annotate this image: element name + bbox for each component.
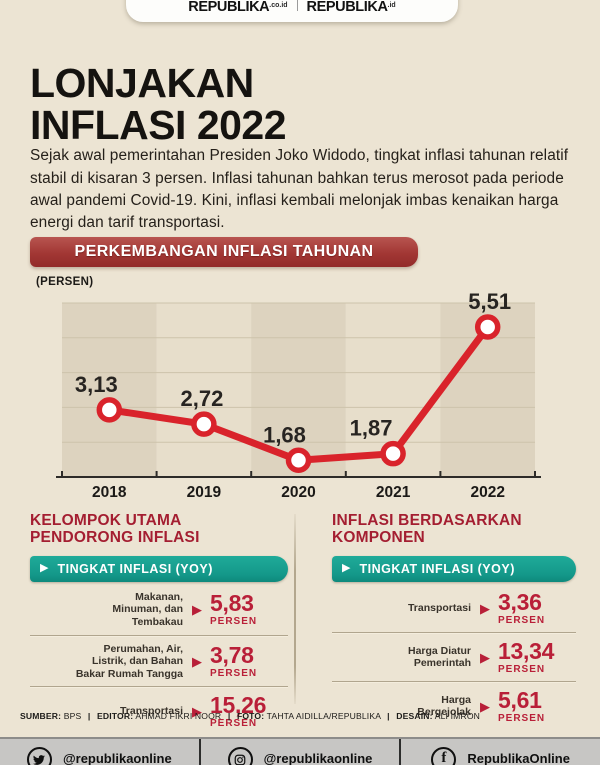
right-yoy-banner: ▶ TINGKAT INFLASI (YOY) — [332, 555, 576, 582]
stat-label: Transportasi — [119, 705, 183, 718]
stat-value: 15,26 — [210, 692, 267, 719]
stat-row: Perumahan, Air, Listrik, dan Bahan Bakar… — [30, 634, 288, 687]
left-panel-rows: Makanan, Minuman, dan Tembakau ▶ 5,83 PE… — [30, 584, 288, 736]
chart-unit-label: (PERSEN) — [36, 276, 94, 288]
credit-label: EDITOR: — [97, 711, 134, 721]
stat-label: Harga Bergejolak — [417, 693, 471, 719]
instagram-handle-item: @republikaonline — [198, 739, 400, 765]
credit-value: AHMAD FIKRI NOOR — [135, 711, 222, 721]
logo-left-name: REPUBLIKA — [188, 0, 270, 15]
chart-section-banner: PERKEMBANGAN INFLASI TAHUNAN — [30, 237, 418, 267]
inflation-line-chart: 3,13 2018 2,72 2019 1,68 2020 1,87 2021 5,51 2022 — [56, 289, 541, 501]
svg-text:2018: 2018 — [92, 484, 127, 501]
stat-unit: PERSEN — [210, 718, 258, 730]
logo-right-name: REPUBLIKA — [306, 0, 388, 15]
credit-label: DESAIN: — [396, 711, 433, 721]
stat-value: 3,78 — [210, 641, 254, 668]
svg-text:1,87: 1,87 — [350, 416, 393, 441]
credit-value: TAHTA AIDILLA/REPUBLIKA — [266, 711, 381, 721]
stat-value-block: 3,36 PERSEN — [498, 588, 576, 626]
credit-separator: | — [387, 711, 390, 721]
stat-unit: PERSEN — [210, 667, 258, 679]
stat-row: Transportasi ▶ 3,36 PERSEN — [332, 584, 576, 632]
credit-value: BPS — [63, 711, 82, 721]
right-panel-heading: INFLASI BERDASARKAN KOMPONEN — [332, 512, 522, 547]
stat-value: 3,36 — [498, 588, 542, 615]
credit-label: FOTO: — [236, 711, 265, 721]
logo-right-suffix: .id — [387, 2, 396, 9]
play-arrow-icon: ▶ — [192, 653, 202, 669]
instagram-icon — [227, 747, 253, 765]
svg-text:2021: 2021 — [376, 484, 411, 501]
panel-by-component: INFLASI BERDASARKAN KOMPONEN ▶ TINGKAT I… — [332, 512, 576, 730]
play-arrow-icon: ▶ — [342, 562, 351, 575]
twitter-handle-item: @republikaonline — [0, 739, 199, 765]
stat-label: Transportasi — [407, 601, 471, 614]
stat-value: 13,34 — [498, 637, 555, 664]
svg-text:1,68: 1,68 — [263, 422, 306, 447]
social-footer-bar: @republikaonline @republikaonline f Repu… — [0, 737, 600, 765]
stat-value: 5,61 — [498, 686, 542, 713]
credit-label: SUMBER: — [20, 711, 62, 721]
play-arrow-icon: ▶ — [40, 562, 49, 575]
right-yoy-banner-label: TINGKAT INFLASI (YOY) — [359, 561, 515, 576]
stat-unit: PERSEN — [498, 614, 546, 626]
play-arrow-icon: ▶ — [192, 704, 202, 720]
credits-line: SUMBER: BPS | EDITOR: AHMAD FIKRI NOOR |… — [20, 711, 580, 721]
play-arrow-icon: ▶ — [480, 649, 490, 665]
stat-value-block: 5,61 PERSEN — [498, 686, 576, 724]
stat-row: Harga Diatur Pemerintah ▶ 13,34 PERSEN — [332, 631, 576, 681]
svg-text:3,13: 3,13 — [75, 372, 118, 397]
svg-text:2,72: 2,72 — [180, 386, 223, 411]
svg-text:5,51: 5,51 — [468, 289, 511, 314]
credit-separator: | — [87, 711, 91, 721]
svg-text:2022: 2022 — [470, 484, 504, 501]
stat-label: Perumahan, Air, Listrik, dan Bahan Bakar… — [75, 642, 183, 680]
facebook-handle-item: f RepublikaOnline — [399, 739, 600, 765]
page-title: LONJAKAN INFLASI 2022 — [30, 60, 287, 149]
intro-paragraph: Sejak awal pemerintahan Presiden Joko Wi… — [30, 147, 569, 231]
stat-value-block: 5,83 PERSEN — [210, 590, 288, 628]
left-yoy-banner: ▶ TINGKAT INFLASI (YOY) — [30, 555, 288, 582]
svg-text:2019: 2019 — [187, 484, 222, 501]
left-yoy-banner-label: TINGKAT INFLASI (YOY) — [57, 561, 213, 576]
stat-row: Makanan, Minuman, dan Tembakau ▶ 5,83 PE… — [30, 584, 288, 635]
column-divider — [294, 514, 296, 704]
credit-separator: | — [227, 711, 231, 721]
play-arrow-icon: ▶ — [480, 600, 490, 616]
stat-unit: PERSEN — [498, 712, 546, 724]
republika-id-logo: REPUBLIKA.id — [307, 0, 396, 16]
republika-logo-pill: REPUBLIKA.co.id REPUBLIKA.id — [126, 0, 458, 22]
stat-value-block: 13,34 PERSEN — [498, 637, 576, 675]
logo-left-suffix: .co.id — [269, 2, 288, 9]
facebook-icon: f — [431, 747, 457, 765]
republika-coid-logo: REPUBLIKA.co.id — [188, 0, 287, 16]
right-panel-rows: Transportasi ▶ 3,36 PERSEN Harga Diatur … — [332, 584, 576, 730]
logo-divider — [296, 0, 298, 11]
stat-unit: PERSEN — [498, 663, 546, 675]
facebook-handle: RepublikaOnline — [467, 751, 570, 765]
panel-main-drivers: KELOMPOK UTAMA PENDORONG INFLASI ▶ TINGK… — [30, 512, 288, 735]
stat-row: Transportasi ▶ 15,26 PERSEN — [30, 686, 288, 735]
left-panel-heading: KELOMPOK UTAMA PENDORONG INFLASI — [30, 512, 200, 547]
credit-value: ALI IMRON — [434, 711, 481, 721]
stat-value-block: 15,26 PERSEN — [210, 692, 288, 730]
play-arrow-icon: ▶ — [480, 698, 490, 714]
svg-text:2020: 2020 — [281, 484, 315, 501]
stat-label: Makanan, Minuman, dan Tembakau — [112, 590, 183, 628]
stat-unit: PERSEN — [210, 616, 258, 628]
stat-row: Harga Bergejolak ▶ 5,61 PERSEN — [332, 680, 576, 730]
twitter-icon — [26, 747, 52, 765]
instagram-handle: @republikaonline — [263, 751, 373, 765]
stat-value-block: 3,78 PERSEN — [210, 641, 288, 679]
play-arrow-icon: ▶ — [192, 602, 202, 618]
stat-label: Harga Diatur Pemerintah — [407, 644, 471, 670]
stat-value: 5,83 — [210, 590, 254, 617]
twitter-handle: @republikaonline — [62, 751, 172, 765]
